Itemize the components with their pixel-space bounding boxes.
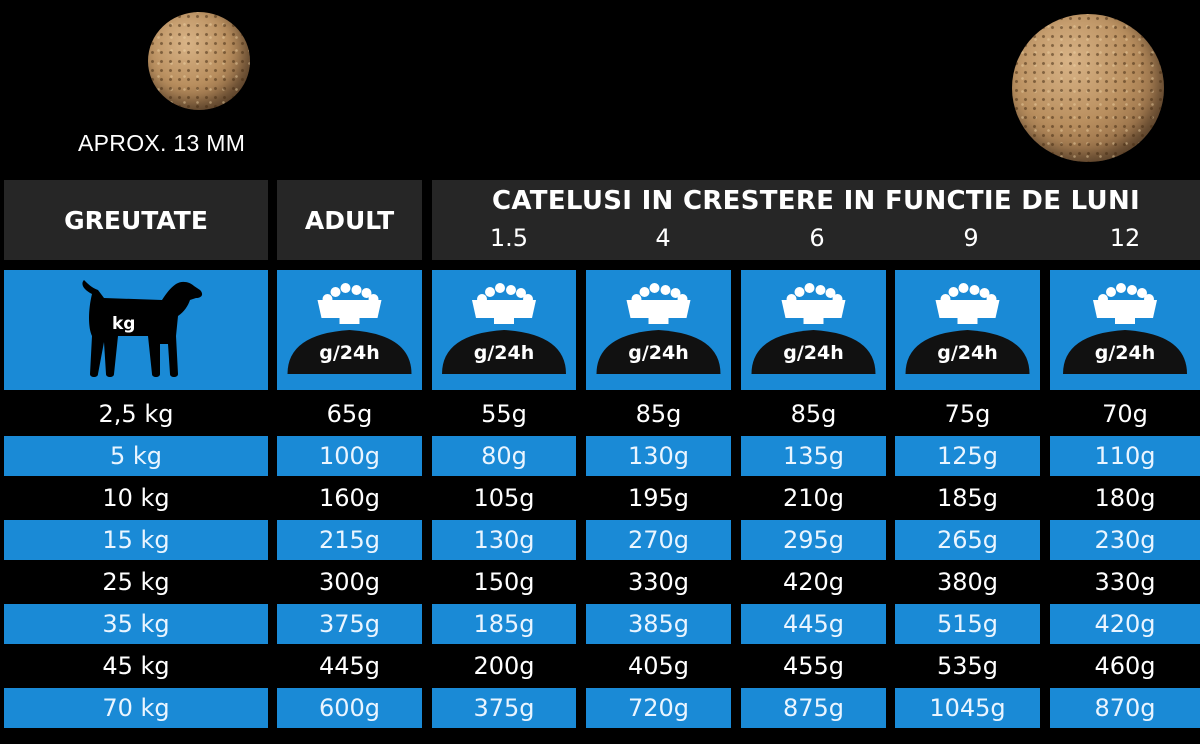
puppy-ration-cell: 185g <box>936 484 999 512</box>
table-row: 2,5 kg 65g 55g 85g 85g 75g 70g <box>0 394 1200 436</box>
adult-ration-cell: 215g <box>277 520 422 560</box>
dog-icon <box>82 280 203 377</box>
puppy-ration-cell: 135g <box>741 436 886 476</box>
ration-unit-label: g/24h <box>628 342 689 364</box>
food-bowl-icon <box>442 283 566 374</box>
puppy-ration-cell: 535g <box>936 652 999 680</box>
puppy-ration-cell: 420g <box>782 568 845 596</box>
kibble-small-image <box>148 12 250 110</box>
adult-ration-cell: 445g <box>318 652 381 680</box>
weight-cell: 25 kg <box>102 568 170 596</box>
puppy-ration-cell: 270g <box>586 520 731 560</box>
table-row: 10 kg 160g 105g 195g 210g 185g 180g <box>0 478 1200 520</box>
header-month: 1.5 <box>489 224 529 252</box>
header-puppies-title: CATELUSI IN CRESTERE IN FUNCTIE DE LUNI <box>492 186 1140 216</box>
ration-unit-label: g/24h <box>783 342 844 364</box>
puppy-ration-cell: 420g <box>1050 604 1200 644</box>
ration-icon-cell: g/24h <box>277 270 422 390</box>
adult-ration-cell: 375g <box>277 604 422 644</box>
adult-ration-cell: 65g <box>326 400 373 428</box>
food-bowl-icon <box>596 283 721 374</box>
puppy-ration-cell: 1045g <box>895 688 1040 728</box>
adult-ration-cell: 600g <box>277 688 422 728</box>
food-bowl-icon <box>751 283 876 374</box>
table-row: 25 kg 300g 150g 330g 420g 380g 330g <box>0 562 1200 604</box>
puppy-ration-cell: 75g <box>944 400 991 428</box>
puppy-ration-cell: 180g <box>1094 484 1156 512</box>
puppy-ration-cell: 385g <box>586 604 731 644</box>
puppy-ration-cell: 720g <box>586 688 731 728</box>
table-row: 35 kg 375g 185g 385g 445g 515g 420g <box>0 604 1200 646</box>
kibble-large-image <box>1012 14 1164 162</box>
puppy-ration-cell: 330g <box>627 568 690 596</box>
puppy-ration-cell: 130g <box>586 436 731 476</box>
weight-cell: 5 kg <box>4 436 268 476</box>
adult-ration-cell: 300g <box>318 568 381 596</box>
puppy-ration-cell: 150g <box>473 568 535 596</box>
ration-icon-cell: g/24h <box>432 270 576 390</box>
header-month: 12 <box>1109 224 1141 252</box>
puppy-ration-cell: 380g <box>936 568 999 596</box>
puppy-ration-cell: 875g <box>741 688 886 728</box>
kibble-size-label: APROX. 13 MM <box>78 130 246 156</box>
puppy-ration-cell: 195g <box>627 484 690 512</box>
ration-unit-label: g/24h <box>473 342 535 364</box>
ration-icon-cell: g/24h <box>895 270 1040 390</box>
table-row: 15 kg 215g 130g 270g 295g 265g 230g <box>0 520 1200 562</box>
header-puppies: CATELUSI IN CRESTERE IN FUNCTIE DE LUNI … <box>432 180 1200 260</box>
puppy-ration-cell: 110g <box>1050 436 1200 476</box>
weight-cell: 45 kg <box>102 652 170 680</box>
food-bowl-icon <box>905 283 1030 374</box>
ration-unit-label: g/24h <box>319 342 380 364</box>
puppy-ration-cell: 375g <box>432 688 576 728</box>
header-month: 4 <box>655 224 671 252</box>
header-month: 9 <box>963 224 979 252</box>
adult-ration-cell: 100g <box>277 436 422 476</box>
puppy-ration-cell: 405g <box>627 652 690 680</box>
ration-unit-label: g/24h <box>1094 342 1156 364</box>
puppy-ration-cell: 330g <box>1094 568 1156 596</box>
table-row: 5 kg 100g 80g 130g 135g 125g 110g <box>0 436 1200 478</box>
food-bowl-icon <box>1063 283 1187 374</box>
puppy-ration-cell: 85g <box>635 400 682 428</box>
weight-cell: 35 kg <box>4 604 268 644</box>
food-bowl-icon <box>287 283 412 374</box>
ration-icon-cell: g/24h <box>741 270 886 390</box>
weight-icon-cell: kg <box>4 270 268 390</box>
puppy-ration-cell: 85g <box>790 400 837 428</box>
weight-cell: 70 kg <box>4 688 268 728</box>
weight-cell: 10 kg <box>102 484 170 512</box>
puppy-ration-cell: 80g <box>432 436 576 476</box>
ration-icon-cell: g/24h <box>586 270 731 390</box>
puppy-ration-cell: 105g <box>473 484 535 512</box>
puppy-ration-cell: 460g <box>1094 652 1156 680</box>
table-row: 70 kg 600g 375g 720g 875g 1045g 870g <box>0 688 1200 730</box>
header-weight: GREUTATE <box>4 180 268 260</box>
puppy-ration-cell: 265g <box>895 520 1040 560</box>
puppy-ration-cell: 125g <box>895 436 1040 476</box>
puppy-ration-cell: 295g <box>741 520 886 560</box>
puppy-ration-cell: 200g <box>473 652 535 680</box>
ration-icon-cell: g/24h <box>1050 270 1200 390</box>
weight-unit-label: kg <box>112 314 136 334</box>
header-adult: ADULT <box>277 180 422 260</box>
puppy-ration-cell: 70g <box>1102 400 1148 428</box>
adult-ration-cell: 160g <box>318 484 381 512</box>
puppy-ration-cell: 445g <box>741 604 886 644</box>
ration-unit-label: g/24h <box>937 342 998 364</box>
puppy-ration-cell: 455g <box>782 652 845 680</box>
puppy-ration-cell: 185g <box>432 604 576 644</box>
puppy-ration-cell: 210g <box>782 484 845 512</box>
puppy-ration-cell: 130g <box>432 520 576 560</box>
table-row: 45 kg 445g 200g 405g 455g 535g 460g <box>0 646 1200 688</box>
puppy-ration-cell: 230g <box>1050 520 1200 560</box>
puppy-ration-cell: 55g <box>481 400 527 428</box>
weight-cell: 2,5 kg <box>98 400 174 428</box>
puppy-ration-cell: 515g <box>895 604 1040 644</box>
puppy-ration-cell: 870g <box>1050 688 1200 728</box>
header-month: 6 <box>809 224 825 252</box>
weight-cell: 15 kg <box>4 520 268 560</box>
